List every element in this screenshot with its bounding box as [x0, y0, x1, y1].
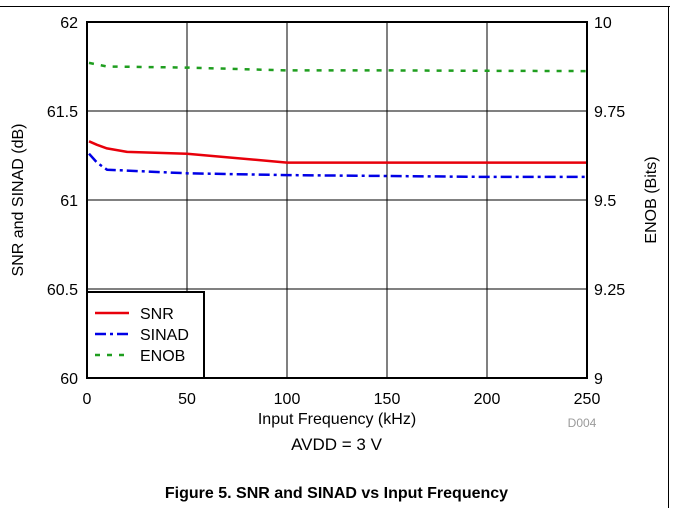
series-line-sinad	[88, 152, 587, 179]
y-left-tick-label: 60	[60, 371, 78, 388]
snr-sinad-chart: 0 50 100 150 200 250 60 60.5 61 61.5 62 9 9.25 9.5 9.7…	[10, 15, 660, 430]
frame-top-border	[0, 6, 670, 7]
x-tick-label: 100	[274, 391, 301, 408]
x-tick-label: 150	[374, 391, 401, 408]
series-line-enob	[88, 61, 588, 73]
legend-label-snr: SNR	[140, 306, 174, 323]
y-left-tick-label: 62	[60, 15, 78, 32]
y-left-tick-label: 61.5	[47, 104, 78, 121]
x-tick-label: 0	[83, 391, 92, 408]
legend-label-sinad: SINAD	[140, 327, 189, 344]
y-left-tick-label: 61	[60, 193, 78, 210]
series-line-snr	[88, 140, 587, 164]
y-left-axis-title: SNR and SINAD (dB)	[10, 124, 27, 277]
figure-code-label: D004	[568, 416, 597, 430]
x-tick-label: 250	[574, 391, 601, 408]
x-axis-title: Input Frequency (kHz)	[258, 411, 416, 428]
legend-box	[86, 291, 205, 379]
y-right-tick-label: 9.5	[594, 193, 616, 210]
y-left-tick-label: 60.5	[47, 282, 78, 299]
y-right-tick-label: 10	[594, 15, 612, 32]
x-tick-label: 50	[178, 391, 196, 408]
y-right-tick-label: 9.75	[594, 104, 625, 121]
figure-caption: Figure 5. SNR and SINAD vs Input Frequen…	[164, 485, 509, 502]
frame-right-border	[668, 6, 669, 508]
x-tick-label: 200	[474, 391, 501, 408]
plot-area-border	[86, 21, 588, 379]
y-right-tick-label: 9.25	[594, 282, 625, 299]
test-condition-label: AVDD = 3 V	[291, 435, 382, 454]
y-right-axis-title: ENOB (Bits)	[643, 156, 660, 243]
legend-label-enob: ENOB	[140, 348, 185, 365]
y-right-tick-label: 9	[594, 371, 603, 388]
